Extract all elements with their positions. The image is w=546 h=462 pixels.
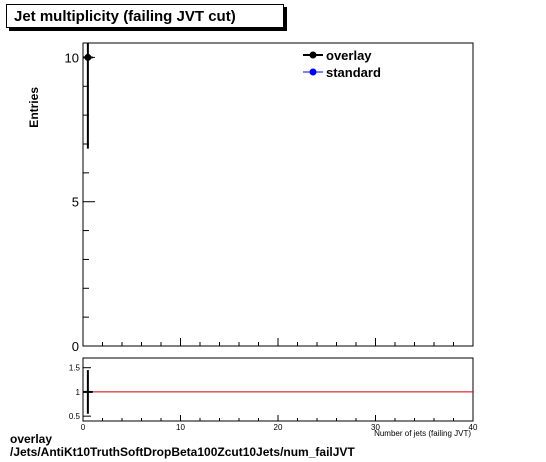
y-tick-label: 10 [65,50,79,65]
legend-overlay-marker [309,51,317,59]
legend-standard-label: standard [326,65,381,80]
ratio-x-tick-label: 30 [371,423,380,432]
data-point-overlay [84,53,92,61]
main-x-axis [82,338,474,346]
legend: overlay standard [303,48,381,80]
y-tick-label: 0 [72,339,79,354]
footer-line-2: /Jets/AntiKt10TruthSoftDropBeta100Zcut10… [10,445,355,459]
chart-title: Jet multiplicity (failing JVT cut) [14,8,236,25]
y-axis-label: Entries [27,87,41,128]
ratio-y-tick-label: 0.5 [69,412,81,421]
ratio-y-tick-label: 1 [76,388,81,397]
legend-standard-marker [309,68,317,76]
ratio-y-tick-label: 1.5 [69,364,81,373]
ratio-x-tick-label: 20 [274,423,283,432]
legend-overlay-label: overlay [326,48,372,63]
ratio-x-tick-label: 40 [469,423,478,432]
y-tick-label: 5 [72,195,79,210]
main-plot-frame [82,42,474,347]
ratio-x-axis: 0 10 20 30 40 [81,415,478,432]
ratio-data-points [83,370,93,414]
ratio-x-tick-label: 10 [176,423,185,432]
main-y-axis: 0 5 10 [65,50,95,354]
ratio-plot-frame [82,357,474,422]
footer-caption: overlay /Jets/AntiKt10TruthSoftDropBeta1… [10,433,355,459]
footer-line-1: overlay [10,432,53,446]
ratio-x-tick-label: 0 [81,423,86,432]
chart-title-box: Jet multiplicity (failing JVT cut) [6,4,284,28]
x-axis-label: Number of jets (failing JVT) [374,429,471,438]
main-data-points [83,43,93,149]
